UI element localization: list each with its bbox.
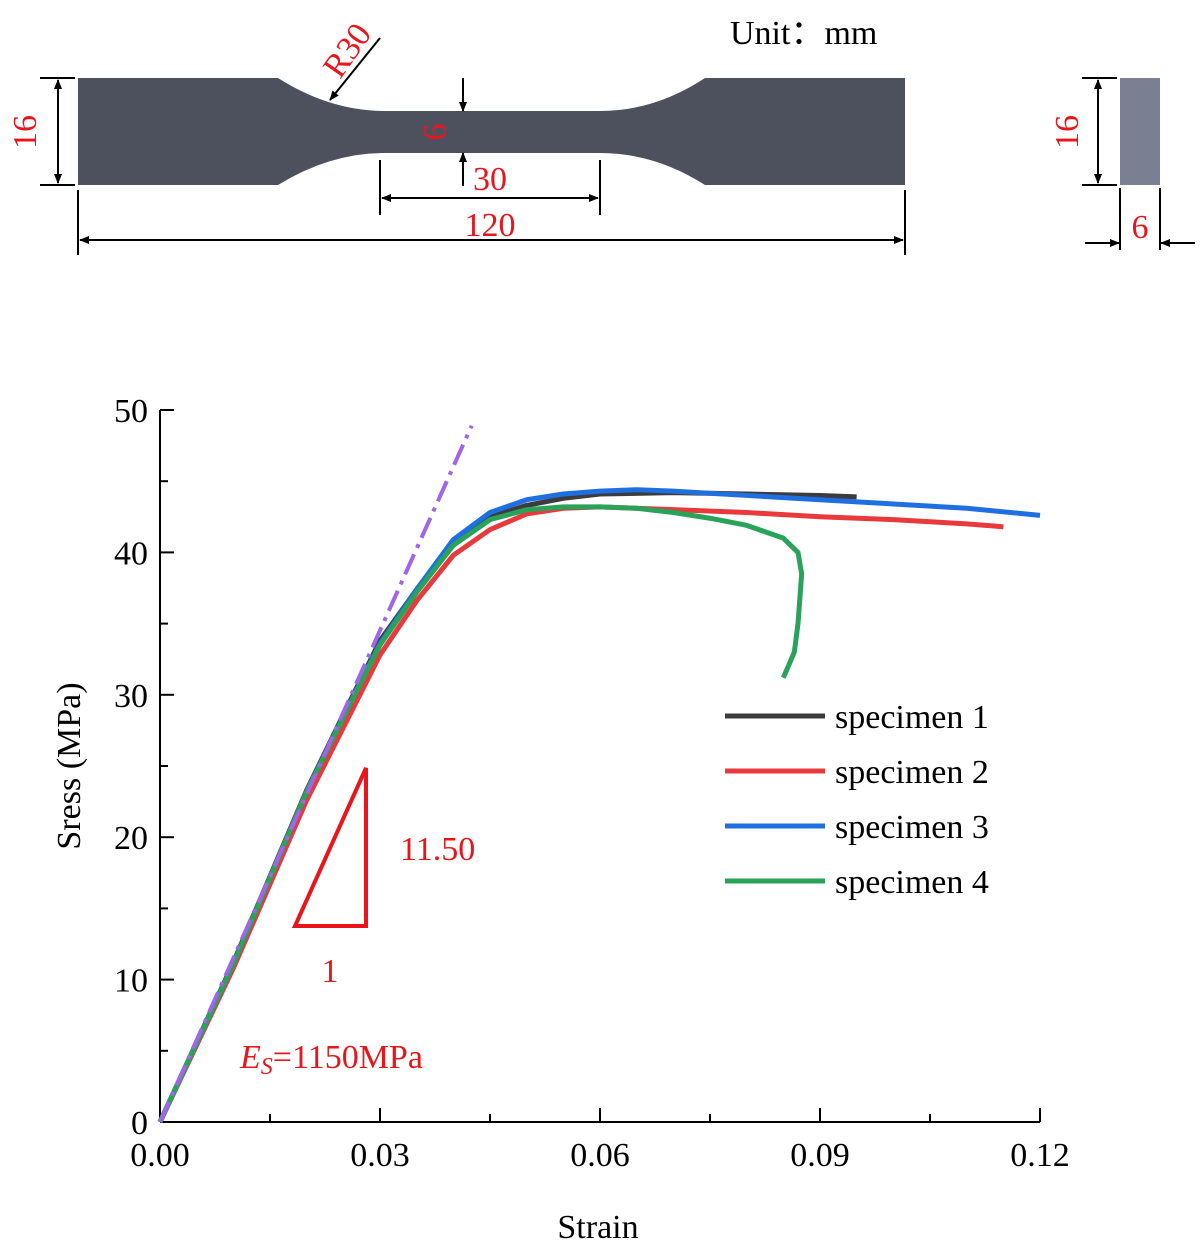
thickness-label: 6 <box>1132 209 1149 246</box>
gauge-length-label: 30 <box>473 161 507 198</box>
slope-triangle <box>291 767 368 928</box>
y-tick-label: 30 <box>114 678 148 715</box>
y-axis-title: Sress (MPa) <box>51 682 88 849</box>
y-tick-label: 40 <box>114 535 148 572</box>
specimen-shape <box>78 78 905 185</box>
legend-label: specimen 1 <box>835 699 989 736</box>
unit-label: Unit：mm <box>730 15 877 52</box>
y-tick-label: 0 <box>131 1105 148 1142</box>
height-label: 16 <box>7 115 44 149</box>
gauge-width-label: 6 <box>417 124 454 141</box>
legend-label: specimen 2 <box>835 754 989 791</box>
legend-label: specimen 4 <box>835 864 989 901</box>
modulus-symbol: E <box>239 1039 261 1076</box>
specimen-side <box>1120 78 1160 185</box>
radius-label: R30 <box>316 17 379 85</box>
modulus-text: =1150MPa <box>273 1039 423 1076</box>
total-length-label: 120 <box>465 207 516 244</box>
slope-run-label: 1 <box>322 953 339 990</box>
modulus-label: ES=1150MPa <box>239 1039 423 1080</box>
specimen-drawing: Unit：mm R30 16 6 30 120 16 6 <box>7 15 1195 255</box>
chart: Strain Sress (MPa) 11.50 1 ES=1150MPa 0.… <box>51 393 1070 1246</box>
x-tick-label: 0.09 <box>790 1137 850 1174</box>
legend-label: specimen 3 <box>835 809 989 846</box>
x-axis-title: Strain <box>557 1209 638 1246</box>
series-line <box>157 504 805 1124</box>
x-tick-label: 0.00 <box>130 1137 190 1174</box>
series-line <box>157 487 1041 1124</box>
y-tick-label: 50 <box>114 393 148 430</box>
dimension-lines <box>40 37 1195 255</box>
x-tick-label: 0.03 <box>350 1137 410 1174</box>
x-tick-label: 0.12 <box>1010 1137 1070 1174</box>
series-line <box>157 504 1004 1124</box>
modulus-subscript: S <box>261 1054 273 1080</box>
x-tick-label: 0.06 <box>570 1137 630 1174</box>
reference-line <box>158 424 474 1123</box>
side-height-label: 16 <box>1049 115 1086 149</box>
y-tick-label: 20 <box>114 820 148 857</box>
y-tick-label: 10 <box>114 963 148 1000</box>
slope-rise-label: 11.50 <box>400 831 475 868</box>
series-line <box>157 490 857 1124</box>
